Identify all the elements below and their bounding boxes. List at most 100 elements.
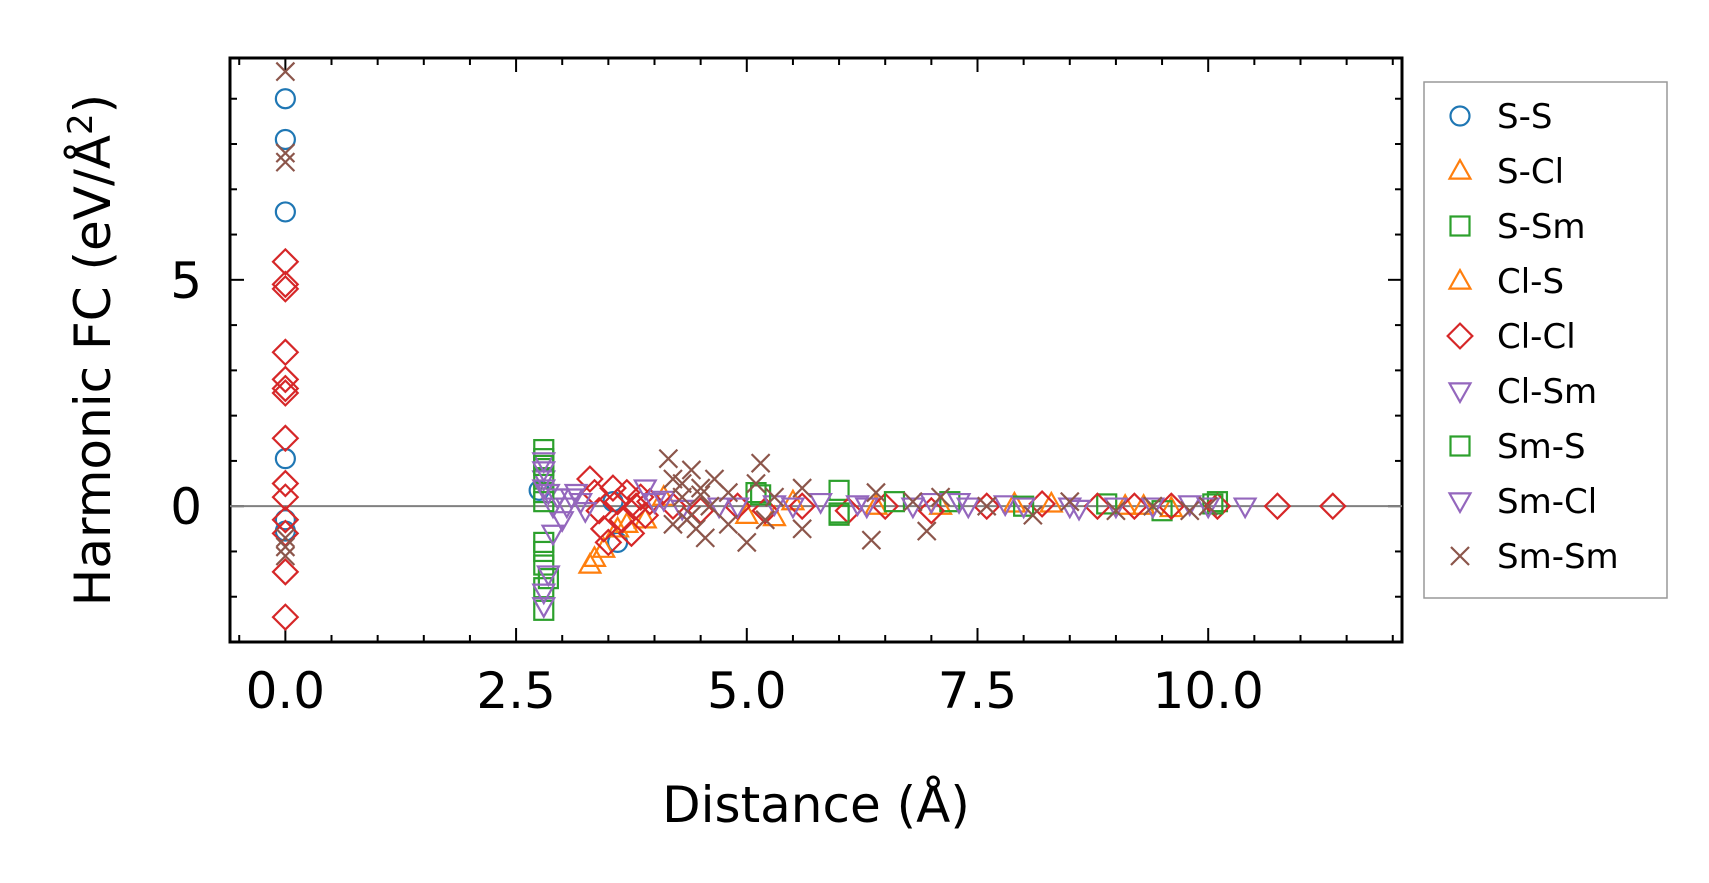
data-point <box>1263 492 1292 521</box>
data-point <box>764 487 785 507</box>
data-point <box>1206 491 1229 513</box>
legend-label: Sm-Sm <box>1497 537 1619 577</box>
legend-marker <box>1447 157 1473 180</box>
data-point <box>591 536 617 558</box>
data-point <box>930 487 951 507</box>
data-point <box>718 482 739 503</box>
data-point <box>658 448 679 469</box>
legend-entry-s-cl: S-Cl <box>1447 152 1564 192</box>
legend-marker <box>1449 435 1471 457</box>
data-point <box>792 519 812 539</box>
data-point <box>861 530 882 550</box>
data-point <box>271 379 300 407</box>
data-point <box>563 483 589 506</box>
data-point <box>725 497 750 520</box>
data-point <box>533 554 555 576</box>
y-axis-label-main: Harmonic FC (eV/Å <box>64 135 122 606</box>
data-point <box>659 492 687 521</box>
data-point <box>274 201 296 223</box>
y-axis-label-superscript: 2 <box>61 113 101 135</box>
x-tick-label: 2.5 <box>476 662 556 720</box>
data-point <box>275 537 296 557</box>
data-point <box>271 424 300 453</box>
data-point <box>599 474 627 502</box>
data-point <box>275 546 296 566</box>
data-point <box>916 521 937 541</box>
data-point <box>275 152 296 172</box>
data-point <box>275 61 296 82</box>
data-point <box>582 545 607 567</box>
x-axis-label: Distance (Å) <box>662 776 970 834</box>
data-point <box>536 565 561 588</box>
data-point <box>572 502 598 524</box>
data-point <box>1318 492 1347 521</box>
data-point <box>271 505 300 534</box>
data-point <box>531 461 557 484</box>
data-point <box>605 515 630 538</box>
y-tick-label: 0 <box>170 478 202 536</box>
x-tick-label: 5.0 <box>707 662 787 720</box>
data-point <box>828 502 850 524</box>
y-tick-label: 5 <box>170 252 202 310</box>
data-point <box>651 483 677 506</box>
data-point <box>533 540 555 563</box>
data-point <box>271 374 300 403</box>
y-axis-label: Harmonic FC (eV/Å2) <box>61 94 122 606</box>
data-point <box>554 497 580 520</box>
data-point <box>635 487 664 516</box>
data-point <box>1103 497 1129 520</box>
data-point <box>681 505 702 526</box>
data-point <box>718 514 739 535</box>
data-point <box>972 492 1001 521</box>
legend: S-S S-Cl S-Sm Cl-S Cl-Cl Cl-Sm Sm-S Sm-Cl Sm-Sm <box>1423 81 1668 599</box>
legend-entry-s-sm: S-Sm <box>1449 207 1586 247</box>
data-point <box>955 497 981 520</box>
series-cl-cl <box>271 247 1347 632</box>
legend-entry-cl-sm: Cl-Sm <box>1447 372 1597 412</box>
data-point <box>750 453 771 473</box>
data-point <box>274 128 296 151</box>
data-point <box>700 496 720 516</box>
data-point <box>1066 499 1092 522</box>
legend-label: Cl-Sm <box>1497 372 1597 412</box>
data-point <box>755 509 776 530</box>
legend-marker <box>1446 322 1474 350</box>
data-point <box>663 514 683 535</box>
legend-entry-cl-cl: Cl-Cl <box>1446 317 1576 357</box>
legend-entry-s-s: S-S <box>1449 97 1552 137</box>
data-point <box>751 496 780 525</box>
data-point <box>1120 492 1149 521</box>
data-point <box>585 496 614 525</box>
x-tick-label: 0.0 <box>246 662 326 720</box>
data-point <box>533 599 555 621</box>
data-point <box>271 557 300 586</box>
data-point <box>736 532 757 553</box>
data-point <box>903 491 923 512</box>
data-point <box>706 497 732 520</box>
data-point <box>1059 491 1080 512</box>
data-point <box>828 479 850 501</box>
data-point <box>1106 500 1126 521</box>
data-point <box>788 492 817 521</box>
data-point <box>617 519 646 548</box>
data-point <box>1096 493 1118 515</box>
legend-label: S-Sm <box>1497 207 1586 247</box>
data-point <box>1038 490 1064 513</box>
data-point <box>612 478 641 507</box>
data-point <box>274 88 296 110</box>
legend-entry-sm-sm: Sm-Sm <box>1450 537 1619 577</box>
legend-label: Cl-S <box>1497 262 1564 302</box>
data-point <box>271 247 300 276</box>
data-point <box>1023 505 1043 526</box>
x-tick-label: 10.0 <box>1153 662 1264 720</box>
y-axis-label-close: ) <box>64 94 122 114</box>
x-tick-label: 7.5 <box>938 662 1018 720</box>
data-point <box>863 493 889 515</box>
legend-entry-sm-cl: Sm-Cl <box>1447 482 1597 522</box>
data-point <box>271 483 300 512</box>
data-point <box>608 505 637 534</box>
legend-entries: S-S S-Cl S-Sm Cl-S Cl-Cl Cl-Sm Sm-S Sm-Cl Sm-Sm <box>1446 97 1619 577</box>
legend-label: Sm-Cl <box>1497 482 1597 522</box>
legend-marker <box>1449 215 1471 237</box>
data-point <box>690 478 711 498</box>
